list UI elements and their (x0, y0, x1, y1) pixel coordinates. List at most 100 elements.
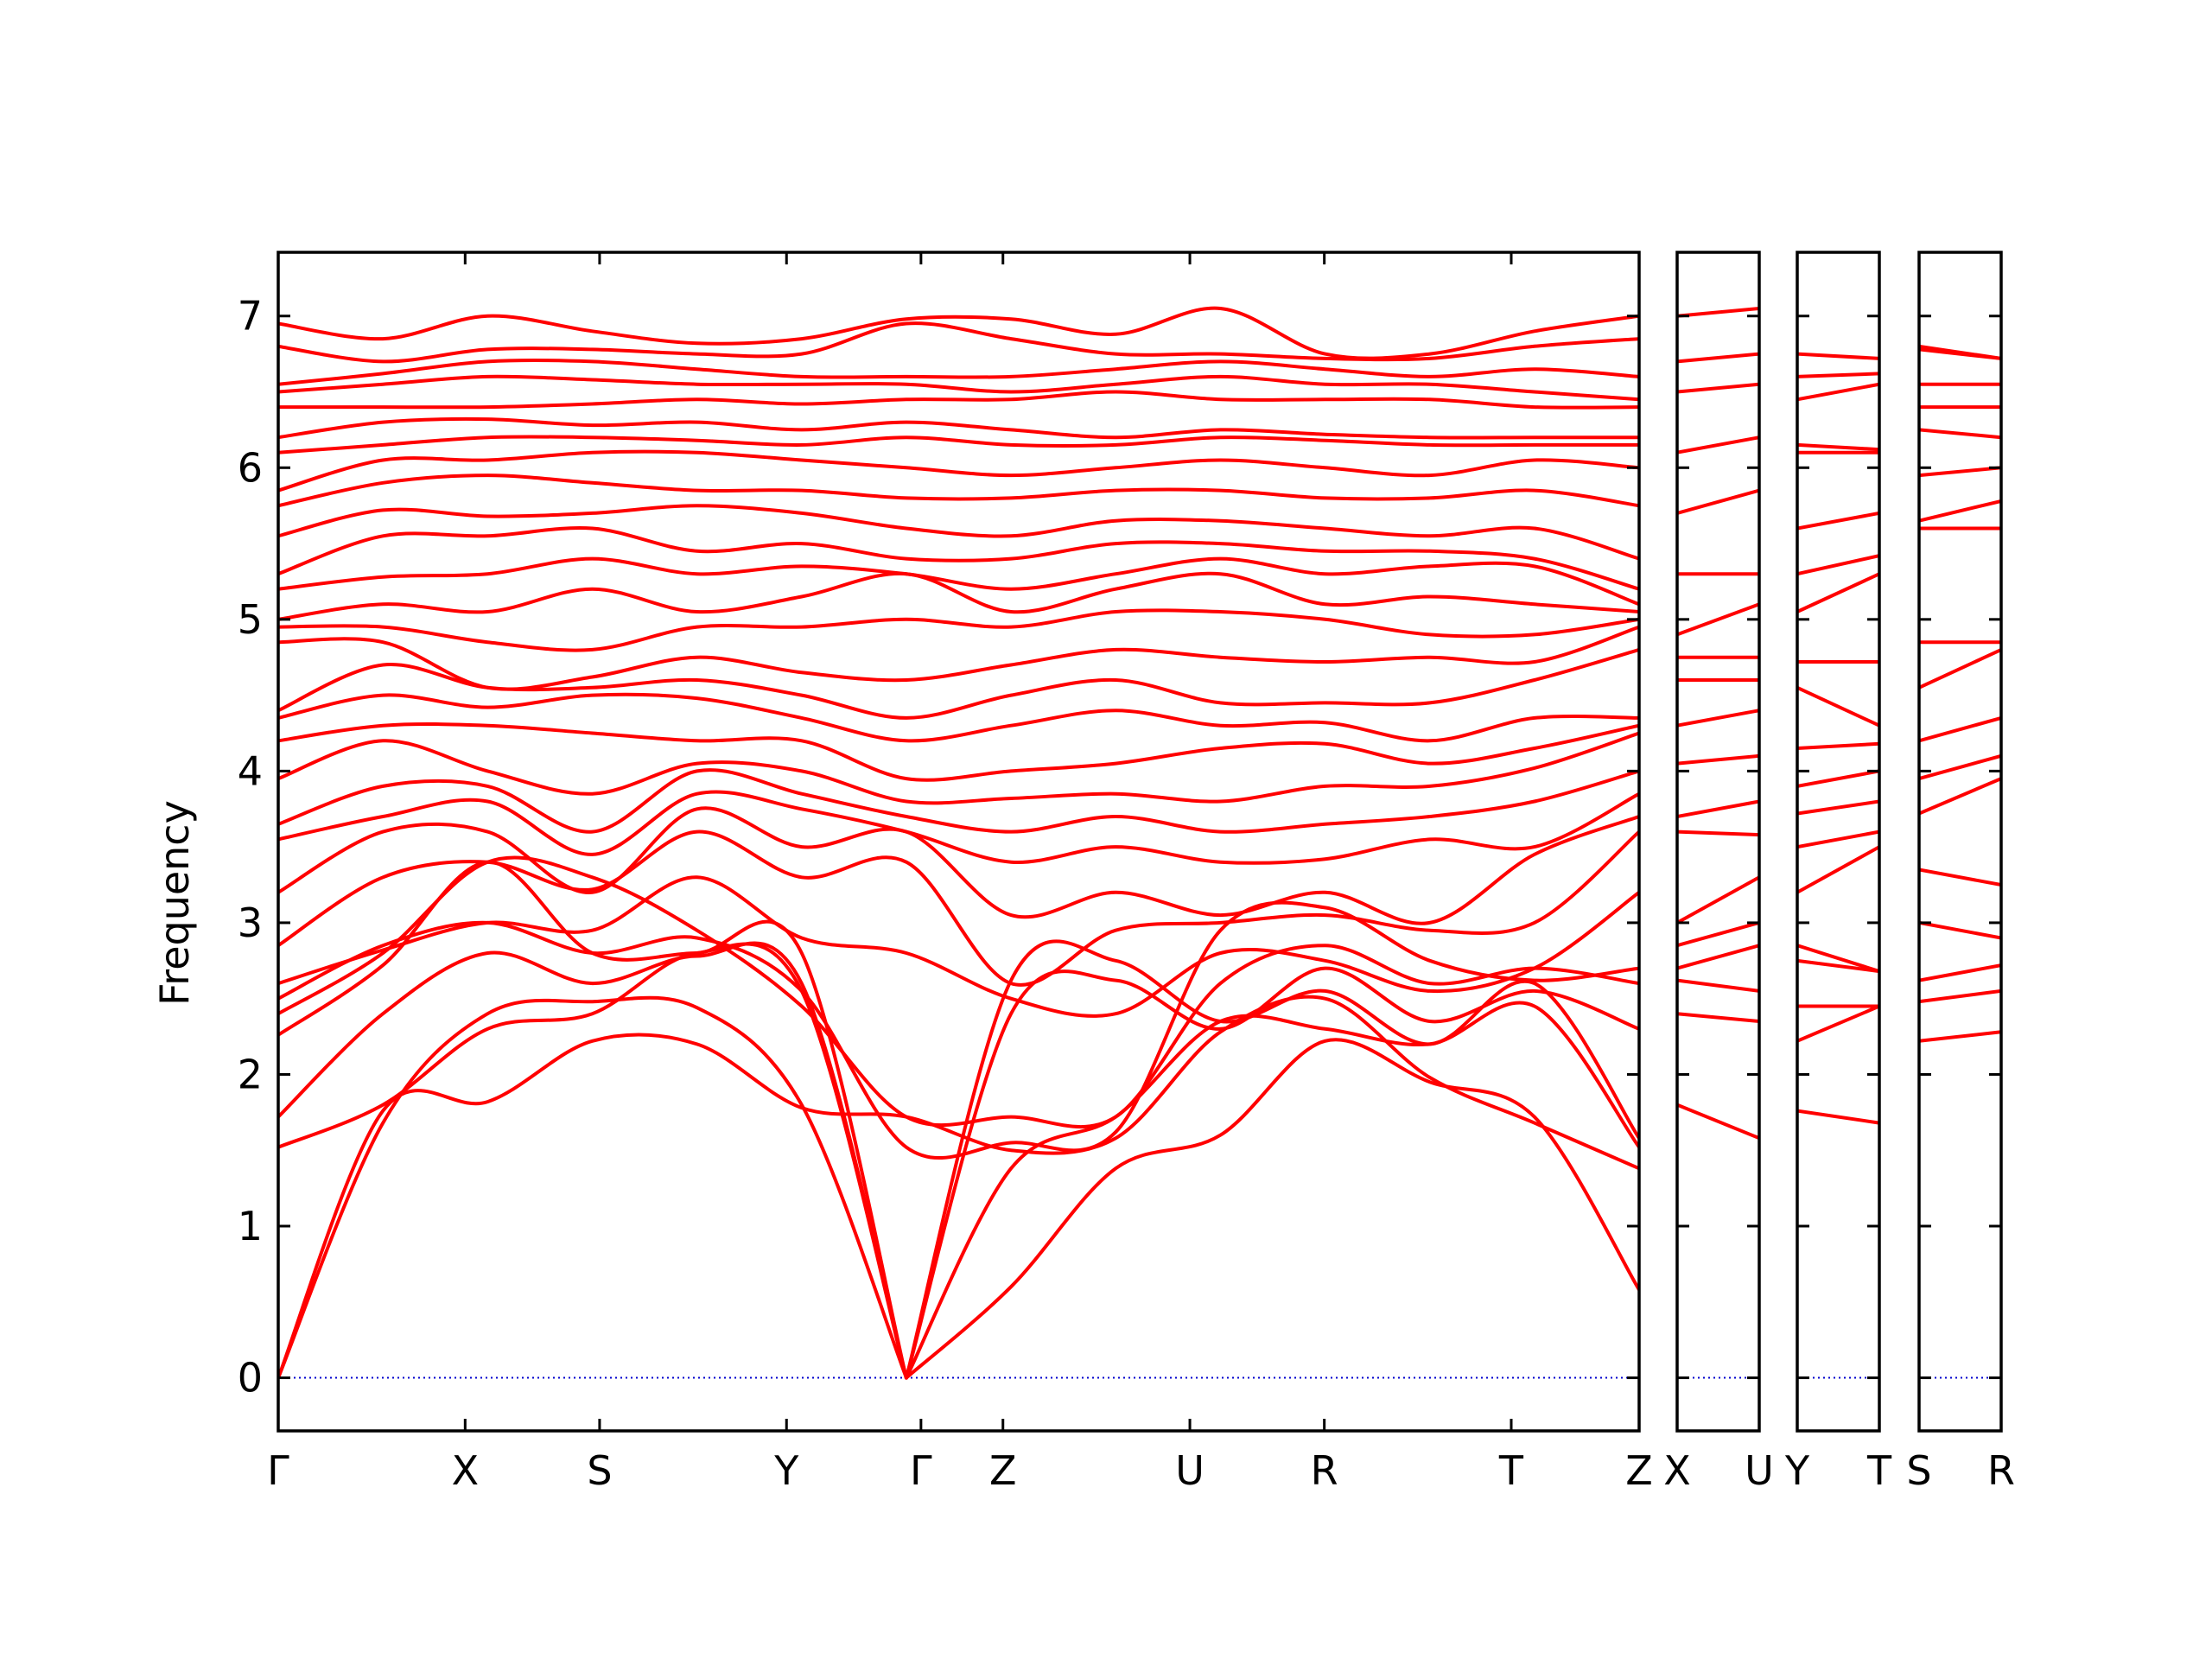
band-line (278, 416, 1639, 440)
band-line (1919, 1030, 2001, 1043)
x-tick-label: X (452, 1447, 480, 1494)
band-line (278, 625, 1639, 691)
band-line (278, 942, 1639, 1380)
y-tick-label: 1 (238, 1203, 263, 1249)
band-line (278, 806, 1639, 925)
band-line (1797, 830, 1879, 849)
x-tick-label: Γ (267, 1447, 289, 1494)
band-line (278, 358, 1639, 386)
band-line (1797, 1004, 1879, 1043)
band-line (1677, 799, 1759, 818)
band-line (1797, 845, 1879, 894)
band-line (278, 731, 1639, 805)
band-line (1677, 709, 1759, 728)
band-line (278, 374, 1639, 402)
bands-group (278, 306, 1639, 1380)
band-line (278, 995, 1639, 1380)
y-tick-label: 7 (238, 293, 263, 340)
band-line (1797, 799, 1879, 816)
band-line (1677, 944, 1759, 970)
x-tick-label: Z (989, 1447, 1017, 1494)
band-line (278, 321, 1639, 364)
panel-frame (1917, 251, 2003, 1433)
x-tick-label: R (1311, 1447, 1338, 1494)
band-line (1797, 352, 1879, 360)
band-line (278, 390, 1639, 410)
panel-1: 0 1 2 3 4 5 6 7 Γ X S Y Γ Z U R T Z (238, 251, 1653, 1494)
band-line (1919, 868, 2001, 887)
y-tick-label: 6 (238, 444, 263, 491)
x-tick-label: Y (1784, 1447, 1810, 1494)
band-line (1919, 777, 2001, 816)
band-line (1797, 572, 1879, 613)
band-line (278, 306, 1639, 360)
band-line (278, 692, 1639, 743)
panel-frame (1796, 251, 1881, 1433)
band-line (278, 435, 1639, 454)
band-line (278, 875, 1639, 1018)
band-line (1919, 715, 2001, 743)
band-line (1677, 920, 1759, 948)
x-tick-label: Z (1625, 1447, 1653, 1494)
x-tick-label: S (1906, 1447, 1931, 1494)
band-line (278, 900, 1639, 1160)
band-line (278, 939, 1639, 1380)
bands-group (1677, 307, 1759, 1141)
band-line (1677, 307, 1759, 318)
x-tick-label: Γ (910, 1447, 932, 1494)
y-tick-label: 3 (238, 899, 263, 946)
band-line (1677, 1012, 1759, 1023)
y-tick-label: 4 (238, 747, 263, 794)
band-line (278, 571, 1639, 621)
band-line (278, 526, 1639, 591)
x-tick-label: X (1663, 1447, 1691, 1494)
x-tick-label: R (1987, 1447, 2015, 1494)
y-tick-label: 5 (238, 596, 263, 643)
band-line (1919, 428, 2001, 440)
x-tick-label: U (1745, 1447, 1774, 1494)
y-tick-label: 2 (238, 1051, 263, 1097)
band-line (1677, 875, 1759, 925)
band-line (1797, 511, 1879, 531)
band-line (278, 608, 1639, 652)
band-line (1919, 344, 2001, 360)
band-line (278, 504, 1639, 561)
x-tick-label: S (587, 1447, 612, 1494)
band-line (278, 790, 1639, 865)
band-line (278, 830, 1639, 987)
band-line (1677, 830, 1759, 837)
x-tick-label: T (1498, 1447, 1524, 1494)
band-line (1797, 1109, 1879, 1125)
band-line (278, 995, 1639, 1380)
x-tick-label: U (1175, 1447, 1205, 1494)
band-line (1677, 753, 1759, 766)
band-line (1797, 958, 1879, 974)
band-line (278, 474, 1639, 508)
band-line (1677, 435, 1759, 454)
bands-group (1797, 352, 1879, 1125)
panel-frame (276, 251, 1641, 1433)
x-tick-label: Y (773, 1447, 799, 1494)
band-line (1919, 753, 2001, 781)
x-tick-label: T (1866, 1447, 1892, 1494)
panel-frame (1675, 251, 1761, 1433)
band-line (1919, 988, 2001, 1004)
band-line (1677, 1103, 1759, 1141)
band-line (1797, 554, 1879, 576)
band-line (1677, 352, 1759, 364)
band-line (278, 860, 1639, 1380)
band-line (1677, 602, 1759, 637)
band-line (1797, 741, 1879, 750)
band-line (278, 768, 1639, 834)
band-line (1919, 466, 2001, 478)
band-line (1797, 442, 1879, 452)
band-line (278, 722, 1639, 782)
band-line (1797, 685, 1879, 728)
band-line (1919, 963, 2001, 982)
bands-group (1919, 344, 2001, 1043)
band-line (1677, 978, 1759, 993)
band-line (278, 449, 1639, 493)
band-line (278, 855, 1639, 1129)
